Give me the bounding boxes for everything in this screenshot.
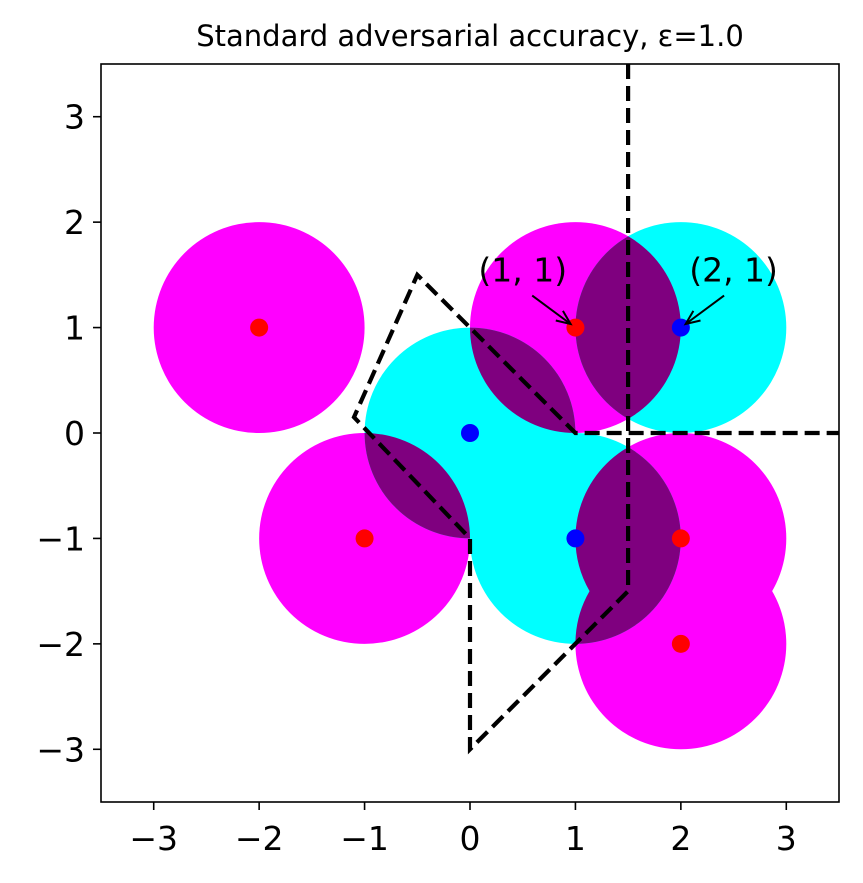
- y-tick-label-5: 2: [64, 203, 85, 242]
- annotations: (1, 1) (2, 1): [478, 251, 778, 326]
- y-tick-label-1: −2: [36, 625, 85, 664]
- x-tick-label-2: −1: [340, 819, 389, 858]
- annotation-arrowhead-0: [555, 310, 573, 326]
- annotation-label-0: (1, 1): [478, 251, 567, 290]
- x-tick-label-6: 3: [776, 819, 797, 858]
- point-red-4: [671, 634, 690, 653]
- x-axis: −3 −2 −1 0 1 2 3: [129, 802, 797, 858]
- point-blue-0: [461, 424, 479, 442]
- x-tick-label-3: 0: [460, 819, 481, 858]
- chart-title: Standard adversarial accuracy, ε=1.0: [196, 19, 744, 53]
- point-red-0: [250, 318, 269, 337]
- y-tick-label-0: −3: [36, 730, 85, 769]
- annotation-arrowhead-1: [683, 310, 701, 326]
- x-tick-label-5: 2: [670, 819, 691, 858]
- y-tick-label-3: 0: [64, 414, 85, 453]
- point-blue-2: [566, 529, 585, 548]
- x-tick-label-1: −2: [235, 819, 284, 858]
- annotation-label-1: (2, 1): [689, 251, 778, 290]
- epsilon-balls: [153, 222, 787, 750]
- y-tick-label-2: −1: [36, 519, 85, 558]
- annotation-arrow-0: [531, 294, 572, 325]
- annotation-arrow-1: [685, 294, 725, 325]
- boundary-path-0: [351, 64, 839, 755]
- y-tick-label-6: 3: [64, 98, 85, 137]
- y-axis: −3 −2 −1 0 1 2 3: [36, 98, 101, 769]
- plot-area: [153, 64, 839, 755]
- decision-boundary: [351, 64, 839, 755]
- point-red-3: [671, 529, 690, 548]
- x-tick-label-0: −3: [129, 819, 178, 858]
- x-tick-label-4: 1: [565, 819, 586, 858]
- point-red-2: [355, 529, 374, 548]
- y-tick-label-4: 1: [64, 309, 85, 348]
